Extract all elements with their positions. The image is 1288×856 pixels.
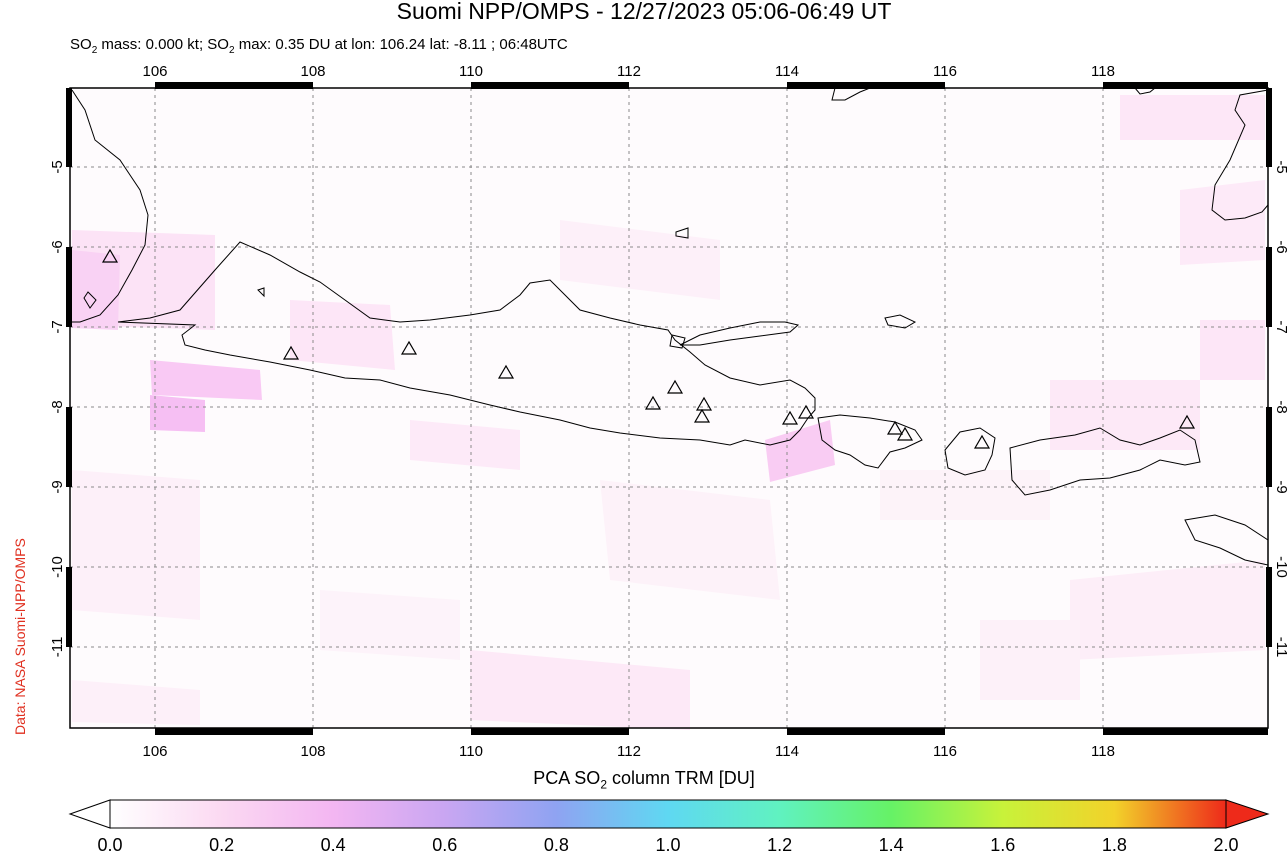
colorbar-tick: 0.8 [543,835,569,855]
colorbar-tick: 1.2 [767,835,793,855]
colorbar-tick: 0.0 [97,835,123,855]
lat-label: -9 [1273,480,1288,493]
lon-label: 116 [933,743,957,760]
lon-label: 118 [1091,743,1115,760]
lat-label: -6 [1273,240,1288,253]
colorbar-tick: 0.2 [209,835,235,855]
lon-label: 112 [617,743,641,760]
lat-label: -8 [1273,400,1288,413]
colorbar-tick: 1.0 [655,835,681,855]
graticule [70,88,1268,728]
colorbar [68,799,1270,829]
colorbar-tick: 1.4 [878,835,904,855]
colorbar-tick: 0.6 [432,835,458,855]
colorbar-low-arrow [68,799,111,829]
triangle-icon [693,408,711,423]
triangle-icon [282,345,300,360]
lon-label: 110 [459,63,483,80]
lon-label: 116 [933,63,957,80]
triangle-icon [400,340,418,355]
lon-label: 108 [300,63,325,80]
triangle-icon [644,395,662,410]
lat-label: -9 [49,480,66,493]
lat-label: -5 [49,160,66,173]
lat-label: -11 [49,637,66,658]
colorbar-tick: 1.8 [1101,835,1127,855]
colorbar-tick: 1.6 [990,835,1016,855]
triangle-icon [695,396,713,411]
lon-label: 108 [300,743,325,760]
triangle-icon [666,379,684,394]
triangle-icon [101,248,119,263]
page-title: Suomi NPP/OMPS - 12/27/2023 05:06-06:49 … [396,0,892,24]
triangle-icon [497,364,515,379]
lon-labels-bottom: 106 108 110 112 114 116 118 [142,743,1114,760]
colorbar-tick: 0.4 [320,835,346,855]
lon-label: 114 [775,743,799,760]
lon-labels-top: 106 108 110 112 114 116 118 [142,63,1114,80]
colorbar-high-arrow [1225,799,1270,829]
lon-label: 110 [459,743,483,760]
lat-label: -7 [1273,320,1288,333]
triangle-icon [886,420,904,435]
triangle-icon [1178,414,1196,429]
volcano-markers [101,248,1196,449]
lon-label: 114 [775,63,799,80]
so2-swath [72,95,1265,730]
lat-labels-left: -5 -6 -7 -8 -9 -10 -11 [49,160,66,657]
colorbar-label: PCA SO2 column TRM [DU] [533,768,755,792]
lon-label: 118 [1091,63,1115,80]
triangle-icon [896,426,914,441]
lat-label: -7 [49,320,66,333]
lat-label: -6 [49,240,66,253]
lat-label: -5 [1273,160,1288,173]
lat-label: -8 [49,400,66,413]
lat-labels-right: -5 -6 -7 -8 -9 -10 -11 [1273,160,1288,657]
triangle-icon [781,410,799,425]
lon-label: 106 [142,743,167,760]
lon-label: 106 [142,63,167,80]
map-subtitle: SO2 mass: 0.000 kt; SO2 max: 0.35 DU at … [70,36,568,56]
lon-label: 112 [617,63,641,80]
triangle-icon [973,434,991,449]
triangle-icon [797,404,815,419]
colorbar-gradient [109,799,1227,829]
map-border-bars [66,82,1272,735]
lat-label: -10 [1273,556,1288,578]
colorbar-tick: 2.0 [1213,835,1239,855]
lat-label: -11 [1273,637,1288,658]
lat-label: -10 [49,556,66,578]
